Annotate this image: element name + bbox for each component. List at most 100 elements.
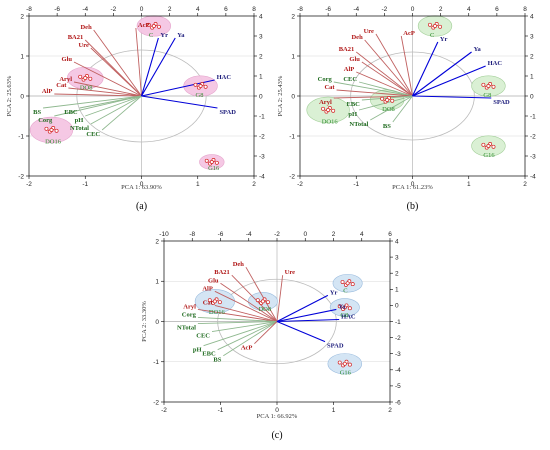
y-tick-label: -1 (18, 133, 24, 140)
group-label: G8 (196, 92, 204, 99)
sample-point (207, 298, 212, 303)
vector-bs (392, 95, 413, 123)
x-tick-label: 2 (388, 407, 392, 414)
top-tick-label: -4 (353, 6, 359, 13)
sample-point (345, 281, 350, 286)
correlation-circle (76, 49, 207, 143)
right-tick-label: 3 (395, 254, 399, 261)
right-tick-label: -5 (395, 383, 401, 390)
variable-label: BA21 (68, 34, 84, 41)
sample-point (342, 361, 347, 366)
right-tick-label: -4 (395, 367, 401, 374)
sample-point (331, 108, 336, 113)
x-tick-label: 0 (140, 181, 144, 188)
top-tick-label: -4 (82, 6, 88, 13)
x-tick-label: -2 (161, 407, 167, 414)
right-tick-label: 0 (395, 303, 399, 310)
variable-label: Corg (182, 311, 197, 318)
x-axis-title: PCA 1: 63.90% (121, 184, 162, 191)
sample-point (49, 128, 54, 132)
variable-label: AlP (202, 285, 213, 292)
top-tick-label: -6 (325, 6, 331, 13)
vector-ebc (217, 321, 278, 351)
variable-label: Glu (208, 277, 219, 284)
variable-label: BA21 (214, 269, 230, 276)
variable-label: Deh (233, 261, 245, 268)
top-tick-label: -10 (159, 231, 169, 238)
right-tick-label: -1 (395, 319, 401, 326)
top-tick-label: 6 (224, 6, 228, 13)
group-label: G16 (483, 152, 495, 159)
variable-label: AlP (344, 66, 355, 73)
top-tick-label: 4 (196, 6, 200, 13)
variable-label: NTotal (177, 325, 196, 332)
right-tick-label: 3 (259, 33, 263, 40)
variable-label: BA21 (339, 46, 355, 53)
right-tick-label: 4 (259, 13, 263, 20)
group-label: C (149, 32, 153, 39)
vector-ntotal (90, 95, 142, 125)
variable-label: Cat (324, 84, 335, 91)
group-label: DO16 (209, 309, 226, 316)
variable-label: CEC (343, 76, 357, 83)
vector-corg (54, 95, 142, 117)
right-tick-label: -1 (530, 113, 536, 120)
right-tick-label: 1 (530, 73, 534, 80)
variable-label: Aryl (59, 76, 72, 83)
top-tick-label: 4 (467, 6, 471, 13)
vector-ntotal (370, 95, 413, 121)
right-tick-label: 1 (259, 73, 263, 80)
sample-point (340, 280, 345, 285)
correlation-circle (217, 278, 337, 365)
variable-label: Aryl (319, 99, 332, 106)
correlation-circle (350, 51, 475, 141)
right-tick-label: 2 (530, 53, 534, 60)
x-tick-label: -1 (218, 407, 224, 414)
right-tick-label: 2 (395, 271, 399, 278)
top-tick-label: -6 (218, 231, 224, 238)
group-label: DO16 (45, 139, 62, 146)
vector-ph (203, 321, 278, 347)
variable-label: Ya (177, 32, 185, 39)
vector-acp (400, 35, 413, 97)
top-tick-label: 2 (332, 231, 336, 238)
vector-hac (276, 318, 340, 323)
sample-point (326, 108, 331, 112)
group-label: G8 (340, 312, 348, 319)
variable-label: Glu (349, 56, 360, 63)
vector-acp (135, 27, 142, 97)
right-tick-label: 4 (395, 238, 399, 245)
y-tick-label: 1 (155, 279, 159, 286)
y-tick-label: -2 (289, 173, 295, 180)
vector-glu (73, 61, 142, 97)
vector-corg (333, 81, 413, 97)
y-tick-label: 2 (155, 238, 159, 245)
y-tick-label: -2 (153, 399, 159, 406)
sample-point (380, 96, 385, 101)
top-tick-label: 6 (388, 231, 392, 238)
variable-label: Aryl (183, 303, 196, 310)
top-tick-label: -6 (54, 6, 60, 13)
sample-point (44, 126, 49, 131)
top-tick-label: -8 (26, 6, 32, 13)
top-tick-label: 4 (360, 231, 364, 238)
right-tick-label: 0 (259, 93, 263, 100)
vector-ntotal (197, 321, 278, 324)
top-tick-label: -4 (246, 231, 252, 238)
x-tick-label: -2 (26, 181, 32, 188)
sample-point (491, 144, 496, 149)
vector-yr (276, 294, 329, 322)
sample-point (337, 304, 342, 309)
right-tick-label: -6 (395, 399, 401, 406)
vector-deh (364, 39, 413, 97)
variable-label: HAC (488, 60, 503, 67)
panel-label: (c) (271, 430, 282, 441)
group-label: DO16 (322, 119, 339, 126)
sample-point (385, 98, 390, 102)
variable-label: Deh (351, 34, 363, 41)
vector-ebc (79, 95, 142, 109)
right-tick-label: -3 (395, 351, 401, 358)
